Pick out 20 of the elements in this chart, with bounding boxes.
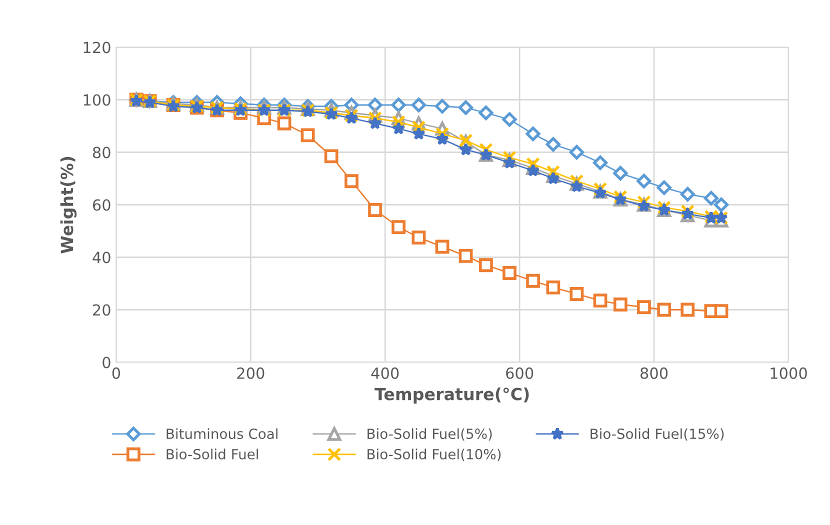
x-tick-label: 800 [640,367,668,379]
legend-label: Bituminous Coal [166,428,278,440]
legend-label: Bio-Solid Fuel(5%) [368,428,492,441]
x-tick-label: 400 [371,367,399,379]
y-axis-title: Weight(%) [60,156,77,254]
y-tick-label: 20 [93,304,110,316]
legend-label: Bio-Solid Fuel(10%) [368,448,501,462]
y-tick-label: 80 [92,146,110,158]
x-tick-label: 1000 [770,367,807,379]
y-tick-label: 40 [92,252,110,264]
y-tick-label: 60 [92,199,110,211]
x-tick-label: 200 [237,367,264,379]
y-tick-label: 100 [84,94,110,106]
x-tick-label: 600 [506,367,534,379]
x-axis-title: Temperature(°C) [374,387,529,404]
legend-label: Bio-Solid Fuel(15%) [590,428,724,441]
y-tick-label: 120 [84,42,110,54]
legend-label: Bio-Solid Fuel [166,448,258,460]
x-tick-label: 0 [112,367,120,379]
y-tick-label: 0 [102,356,110,368]
